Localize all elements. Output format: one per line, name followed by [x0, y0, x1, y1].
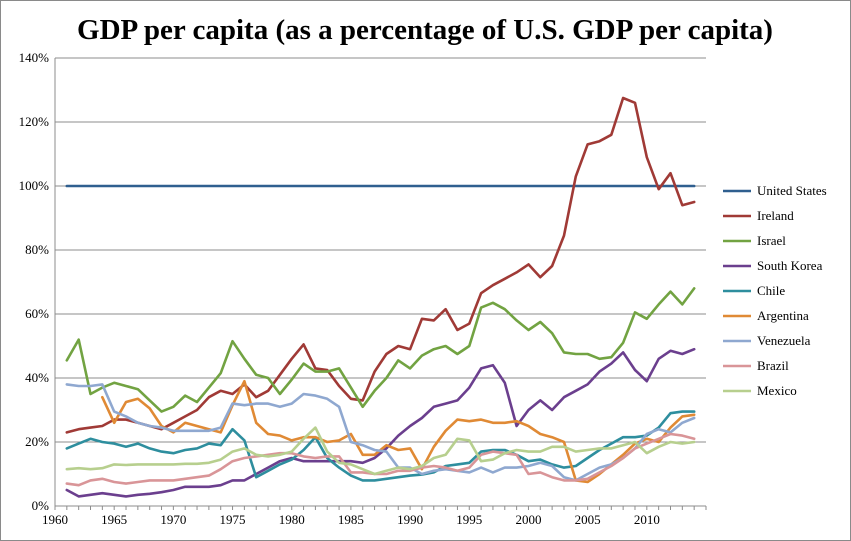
legend-label: Ireland: [757, 208, 794, 223]
series-line-argentina: [101, 379, 696, 484]
series-lines: [65, 96, 696, 498]
series-line-venezuela: [65, 383, 696, 482]
x-tick-label: 1985: [338, 512, 364, 527]
gridlines: [55, 57, 706, 507]
series-line-ireland: [65, 96, 696, 434]
chart-title: GDP per capita (as a percentage of U.S. …: [77, 14, 773, 46]
axes: [54, 58, 707, 510]
y-tick-label: 60%: [25, 306, 49, 321]
y-tick-label: 0%: [32, 498, 50, 513]
legend-label: South Korea: [757, 258, 823, 273]
x-tick-label: 1995: [456, 512, 482, 527]
legend-label: Brazil: [757, 358, 789, 373]
y-tick-label: 140%: [19, 50, 50, 65]
x-tick-label: 2000: [515, 512, 541, 527]
x-axis-tick-labels: 1960 1965 1970 1975 1980 1985 1990 1995 2000 2005…: [42, 512, 660, 527]
series-line-israel: [65, 287, 696, 413]
y-tick-label: 80%: [25, 242, 49, 257]
y-tick-label: 40%: [25, 370, 49, 385]
legend-label: Mexico: [757, 383, 797, 398]
legend-label: Venezuela: [757, 333, 811, 348]
legend: United States Ireland Israel South Korea Chi…: [723, 183, 827, 398]
legend-label: Chile: [757, 283, 785, 298]
series-line-south-korea: [65, 347, 696, 498]
y-tick-label: 100%: [19, 178, 50, 193]
y-tick-label: 20%: [25, 434, 49, 449]
x-tick-label: 2005: [575, 512, 601, 527]
x-tick-label: 1970: [160, 512, 186, 527]
x-tick-label: 1960: [42, 512, 68, 527]
series-line-chile: [65, 410, 696, 482]
x-tick-label: 1980: [279, 512, 305, 527]
x-tick-label: 2010: [634, 512, 660, 527]
x-tick-label: 1990: [397, 512, 423, 527]
legend-label: Israel: [757, 233, 786, 248]
x-tick-label: 1975: [220, 512, 246, 527]
series-line-mexico: [65, 426, 696, 476]
y-tick-label: 120%: [19, 114, 50, 129]
y-axis-tick-labels: 0% 20% 40% 60% 80% 100% 120% 140%: [19, 50, 50, 513]
x-tick-label: 1965: [101, 512, 127, 527]
series-line-brazil: [65, 432, 696, 487]
legend-label: Argentina: [757, 308, 809, 323]
legend-label: United States: [757, 183, 827, 198]
